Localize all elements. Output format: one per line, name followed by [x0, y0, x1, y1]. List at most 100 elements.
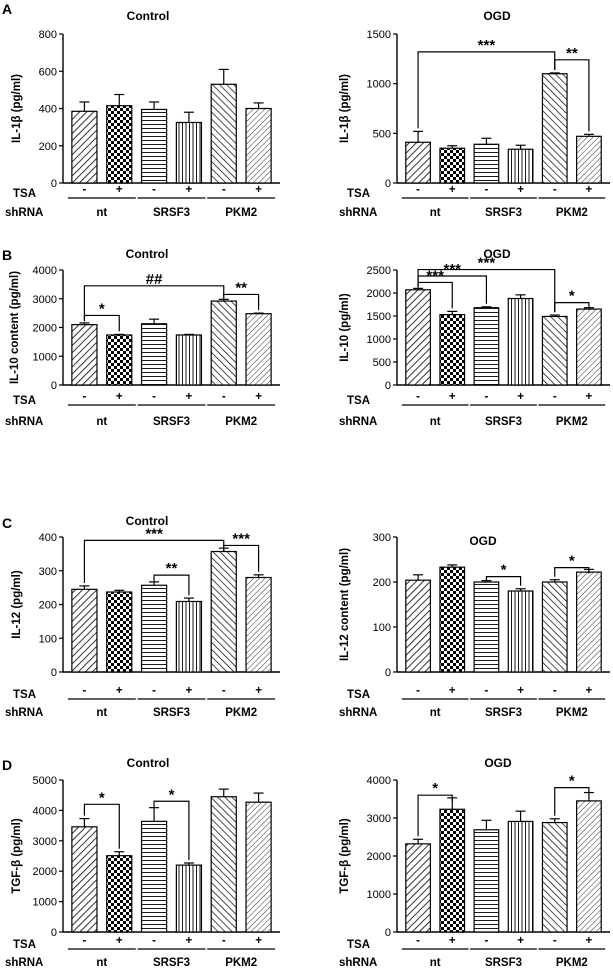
bar — [507, 148, 534, 184]
panel-letter: D — [2, 757, 12, 773]
significance-bracket — [417, 51, 556, 129]
treatment-sign: + — [186, 935, 193, 947]
treatment-sign: - — [416, 685, 420, 697]
group-label: SRSF3 — [153, 416, 190, 428]
y-tick-label: 1000 — [33, 351, 57, 363]
treatment-sign: + — [449, 685, 456, 697]
bar — [175, 334, 203, 386]
row-label-group: shRNA — [339, 416, 377, 428]
treatment-sign: + — [517, 391, 524, 403]
group-label: nt — [96, 707, 107, 719]
treatment-sign: - — [152, 184, 156, 196]
bar — [576, 571, 602, 673]
y-tick-label: 0 — [51, 667, 57, 679]
group-label: SRSF3 — [485, 707, 522, 719]
significance-bracket — [83, 803, 120, 849]
y-tick-label: 2000 — [367, 288, 391, 300]
treatment-sign: - — [484, 935, 488, 947]
bar — [405, 141, 431, 184]
y-tick-label: 3000 — [367, 813, 391, 825]
treatment-sign: - — [82, 391, 86, 403]
chart-title: OGD — [469, 534, 497, 548]
y-tick-label: 500 — [373, 128, 391, 140]
significance-bracket — [417, 794, 453, 837]
y-tick-label: 1500 — [367, 29, 391, 41]
chart-panel: 0 100 200 300 IL-12 content (pg/ml) OGD * * TSA -… — [339, 532, 610, 719]
treatment-sign: - — [416, 391, 420, 403]
row-label-group: shRNA — [339, 207, 377, 219]
chart-title: OGD — [483, 9, 511, 23]
group-label: nt — [430, 416, 441, 428]
treatment-sign: + — [186, 685, 193, 697]
y-tick-label: 300 — [373, 532, 391, 544]
y-tick-label: 3000 — [33, 836, 57, 848]
bar — [106, 334, 133, 386]
bar — [576, 135, 602, 184]
treatment-sign: + — [255, 685, 262, 697]
treatment-sign: - — [152, 685, 156, 697]
y-tick-label: 3000 — [33, 294, 57, 306]
treatment-sign: + — [255, 391, 262, 403]
bar — [245, 801, 272, 933]
bar — [473, 143, 500, 184]
significance-label: ## — [146, 271, 163, 288]
y-tick-label: 2000 — [367, 851, 391, 863]
bar — [245, 576, 272, 673]
row-label-treatment: TSA — [13, 188, 36, 200]
bar — [140, 108, 168, 184]
significance-bracket — [485, 576, 522, 586]
bar — [541, 581, 568, 673]
treatment-sign: - — [222, 391, 226, 403]
group-label: nt — [96, 957, 107, 968]
row-label-group: shRNA — [5, 207, 43, 219]
bar — [106, 855, 133, 933]
panel-letter: A — [2, 1, 12, 17]
treatment-sign: + — [186, 184, 193, 196]
significance-bracket — [554, 59, 590, 132]
group-label: nt — [430, 707, 441, 719]
significance-bracket — [417, 268, 556, 313]
significance-label: *** — [478, 255, 496, 272]
bar — [576, 800, 602, 933]
group-label: PKM2 — [556, 957, 588, 968]
group-label: nt — [430, 207, 441, 219]
significance-label: * — [432, 780, 438, 797]
y-tick-label: 5000 — [33, 775, 57, 787]
y-axis-label: IL-1β (pg/ml) — [339, 74, 351, 143]
y-tick-label: 0 — [51, 380, 57, 392]
chart-title: Control — [127, 756, 170, 770]
significance-label: ** — [566, 45, 578, 62]
significance-label: ** — [235, 279, 247, 296]
row-label-group: shRNA — [5, 416, 43, 428]
y-axis-label: IL-10 content (pg/ml) — [9, 271, 21, 384]
significance-bracket — [554, 302, 590, 313]
y-tick-label: 300 — [39, 566, 57, 578]
chart-title: Control — [126, 247, 169, 261]
y-tick-label: 4000 — [33, 805, 57, 817]
y-axis-label: TGF-β (pg/ml) — [11, 818, 23, 894]
row-label-treatment: TSA — [347, 395, 370, 407]
bar — [405, 579, 431, 673]
significance-label: * — [99, 789, 105, 806]
bar — [106, 591, 133, 673]
bar — [507, 820, 534, 933]
treatment-sign: + — [255, 184, 262, 196]
bar — [439, 566, 466, 673]
significance-label: *** — [145, 525, 163, 542]
group-label: SRSF3 — [153, 707, 190, 719]
significance-label: * — [99, 300, 105, 317]
y-tick-label: 200 — [39, 141, 57, 153]
y-axis-label: IL-10 (pg/ml) — [339, 293, 351, 362]
treatment-sign: + — [186, 391, 193, 403]
chart-panel: 0 1000 2000 3000 4000 IL-10 content (pg/ml) Co… — [2, 247, 280, 428]
bar — [245, 107, 272, 184]
y-tick-label: 2000 — [33, 866, 57, 878]
significance-label: ** — [166, 560, 178, 577]
bar — [140, 584, 168, 673]
group-label: PKM2 — [225, 207, 257, 219]
y-tick-label: 600 — [39, 66, 57, 78]
bar — [71, 826, 98, 933]
treatment-sign: - — [82, 685, 86, 697]
